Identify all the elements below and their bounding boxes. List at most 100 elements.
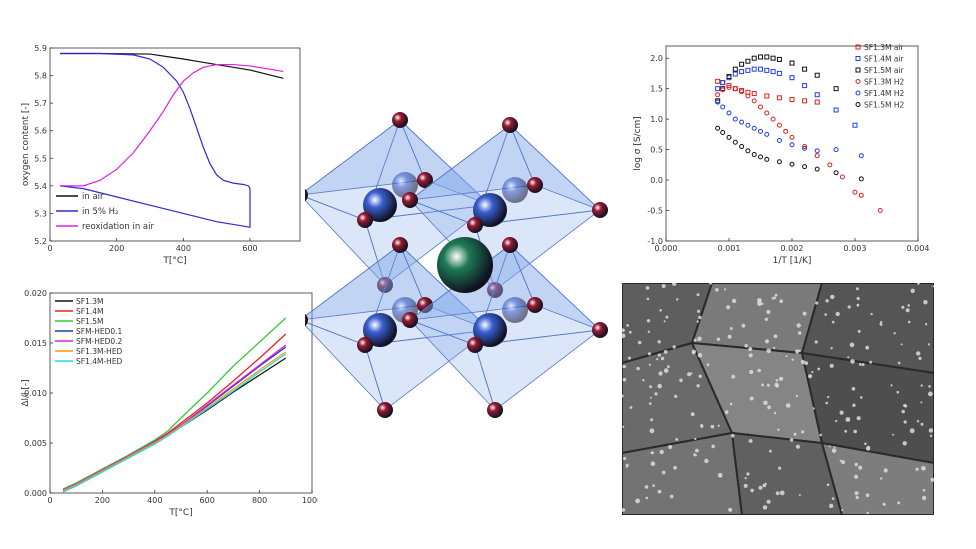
series-line: [59, 52, 251, 228]
nanoparticle: [622, 364, 626, 369]
nanoparticle: [654, 392, 658, 396]
nanoparticle: [706, 363, 710, 367]
data-point: [776, 137, 782, 143]
nanoparticle: [856, 296, 860, 301]
oxygen-atom: [392, 112, 408, 128]
data-point: [751, 91, 757, 97]
nanoparticle: [710, 424, 715, 429]
legend-label: SF1.4M air: [864, 55, 905, 64]
x-tick-label: 0.003: [844, 244, 867, 253]
data-point: [770, 55, 776, 61]
oxygen-atom: [357, 337, 373, 353]
data-point: [758, 128, 763, 134]
nanoparticle: [830, 347, 833, 350]
data-point: [833, 170, 839, 176]
nanoparticle: [917, 283, 920, 285]
data-point: [776, 122, 782, 128]
y-axis-label: log σ [S/cm]: [633, 116, 643, 171]
nanoparticle: [928, 385, 931, 388]
nanoparticle: [825, 299, 829, 303]
data-point: [739, 119, 745, 125]
nanoparticle: [797, 331, 802, 335]
legend-marker: [855, 44, 861, 50]
nanoparticle: [698, 315, 702, 320]
series-line: [62, 317, 287, 490]
nanoparticle: [679, 378, 683, 383]
nanoparticle: [660, 356, 665, 361]
legend-label: SF1.5M H2: [864, 101, 904, 110]
nanoparticle: [672, 345, 676, 349]
nanoparticle: [904, 404, 908, 408]
nanoparticle: [833, 446, 836, 449]
data-point: [758, 54, 763, 60]
octahedron-face: [364, 329, 492, 411]
nanoparticle: [661, 470, 666, 475]
y-tick-label: 5.5: [34, 154, 47, 163]
nanoparticle: [690, 412, 695, 417]
nanoparticle: [694, 437, 697, 441]
legend-label: SFM-HED0.2: [76, 337, 123, 346]
data-point: [814, 166, 820, 172]
nanoparticle: [622, 508, 626, 512]
nanoparticle: [779, 376, 784, 381]
oxygen-atom: [487, 402, 503, 418]
nanoparticle: [691, 351, 695, 355]
nanoparticle: [785, 355, 788, 358]
nanoparticle: [849, 342, 855, 348]
nanoparticle: [773, 346, 776, 349]
nanoparticle: [795, 444, 800, 449]
nanoparticle: [835, 419, 838, 423]
data-point: [732, 86, 738, 92]
x-tick-label: 200: [109, 244, 124, 253]
nanoparticle: [915, 467, 919, 471]
nanoparticle: [775, 379, 779, 382]
data-point: [751, 125, 757, 131]
nanoparticle: [901, 409, 905, 414]
nanoparticle: [824, 313, 827, 316]
nanoparticle: [673, 465, 677, 470]
data-point: [776, 159, 782, 165]
b-site-atom-back: [502, 297, 528, 323]
nanoparticle: [698, 374, 702, 378]
nanoparticle: [771, 297, 774, 300]
nanoparticle: [775, 491, 780, 496]
nanoparticle: [696, 384, 700, 388]
data-point: [789, 142, 795, 148]
data-point: [732, 66, 738, 72]
b-site-atom-back: [502, 177, 528, 203]
nanoparticle: [626, 324, 630, 327]
nanoparticle: [851, 387, 856, 391]
data-point: [814, 72, 820, 78]
nanoparticle: [773, 411, 777, 415]
y-tick-label: 5.8: [34, 72, 47, 81]
nanoparticle: [744, 344, 748, 348]
nanoparticle: [854, 474, 859, 479]
nanoparticle: [628, 330, 632, 334]
data-point: [751, 98, 757, 104]
nanoparticle: [657, 340, 661, 344]
data-point: [732, 71, 738, 77]
nanoparticle: [858, 465, 863, 470]
legend-label: SF1.5M: [76, 317, 103, 326]
y-tick-label: 5.4: [34, 182, 47, 191]
nanoparticle: [622, 425, 625, 428]
legend-label: SFM-HED0.1: [76, 327, 123, 336]
y-tick-label: 0.000: [24, 489, 47, 498]
nanoparticle: [828, 445, 831, 448]
nanoparticle: [659, 449, 664, 455]
nanoparticle: [697, 353, 703, 358]
perovskite-structure-illustration: [292, 100, 625, 420]
legend-marker: [855, 102, 861, 107]
nanoparticle: [749, 369, 754, 375]
data-point: [858, 153, 864, 159]
y-tick-label: -1.0: [647, 237, 663, 246]
nanoparticle: [897, 501, 901, 505]
series-line: [60, 52, 284, 79]
nanoparticle: [647, 330, 651, 333]
nanoparticle: [623, 456, 627, 461]
nanoparticle: [629, 406, 633, 409]
nanoparticle: [865, 446, 871, 451]
nanoparticle: [729, 402, 733, 406]
nanoparticle: [644, 485, 649, 489]
data-point: [764, 131, 770, 137]
